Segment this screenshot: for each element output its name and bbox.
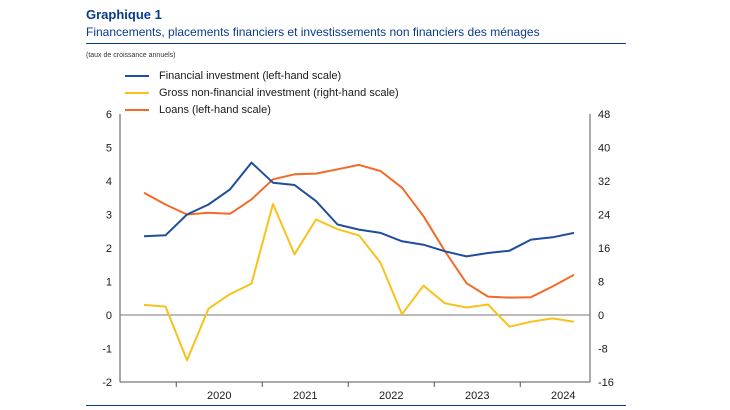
y-right-tick-label: 16 [598,243,610,255]
x-tick-label: 2022 [379,390,403,402]
legend-label-financial: Financial investment (left-hand scale) [159,69,342,82]
y-left-tick-label: -1 [102,344,112,356]
y-left-tick-label: 3 [106,210,112,222]
legend: Financial investment (left-hand scale) G… [125,67,399,118]
x-tick-label: 2023 [465,390,489,402]
x-tick-label: 2020 [207,390,231,402]
series-line-gross-investment [143,203,575,362]
y-right-tick-label: 8 [598,277,604,289]
bottom-divider [86,405,626,406]
y-right-tick-label: 48 [598,109,610,121]
legend-swatch-loans [125,108,149,111]
y-right-tick-label: 0 [598,310,604,322]
x-tick-label: 2021 [293,390,317,402]
legend-swatch-gross [125,91,149,94]
y-left-tick-label: 0 [106,310,112,322]
legend-item-loans: Loans (left-hand scale) [125,101,399,118]
y-right-tick-label: 40 [598,143,610,155]
legend-swatch-financial [125,74,149,77]
top-divider [86,43,626,44]
y-left-tick-label: -2 [102,377,112,389]
y-left-tick-label: 6 [106,109,112,121]
y-right-tick-label: -8 [598,344,608,356]
y-right-tick-label: 32 [598,176,610,188]
units-note: (taux de croissance annuels) [86,52,176,59]
y-left-tick-label: 2 [106,243,112,255]
y-left-tick-label: 4 [106,176,112,188]
legend-label-gross: Gross non-financial investment (right-ha… [159,86,399,99]
series-line-loans [143,163,575,299]
y-right-tick-label: 24 [598,210,610,222]
y-right-tick-label: -16 [598,377,614,389]
y-left-tick-label: 5 [106,143,112,155]
legend-label-loans: Loans (left-hand scale) [159,103,271,116]
chart-title: Graphique 1 [86,7,162,22]
legend-item-financial-investment: Financial investment (left-hand scale) [125,67,399,84]
chart-subtitle: Financements, placements financiers et i… [86,25,540,39]
x-tick-label: 2024 [551,390,575,402]
y-left-tick-label: 1 [106,277,112,289]
legend-item-gross-investment: Gross non-financial investment (right-ha… [125,84,399,101]
series-line-financial-investment [143,161,575,258]
